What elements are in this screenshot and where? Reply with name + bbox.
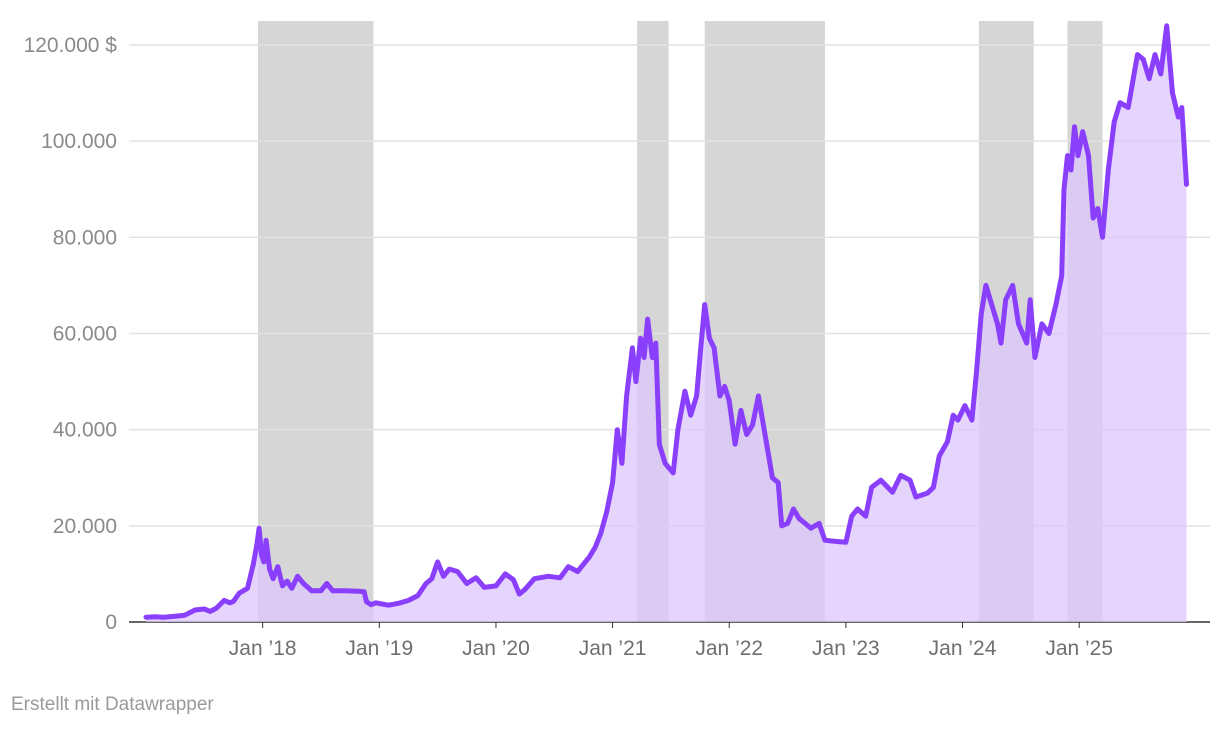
- x-tick-label: Jan ’24: [929, 637, 997, 660]
- x-tick-label: Jan ’21: [579, 637, 647, 660]
- x-tick-label: Jan ’19: [345, 637, 413, 660]
- x-axis: Jan ’18 Jan ’19 Jan ’20 Jan ’21 Jan ’22 Jan ’…: [229, 622, 1113, 660]
- y-axis: 0 20.000 40.000 60.000 80.000 100.000 120.000 …: [24, 34, 118, 634]
- x-tick-label: Jan ’23: [812, 637, 880, 660]
- y-tick-label: 0: [105, 611, 117, 634]
- series-line-1: [143, 23, 1189, 620]
- series-area-1: [146, 25, 1187, 623]
- x-tick-label: Jan ’25: [1045, 637, 1113, 660]
- chart-canvas: Jan ’18 Jan ’19 Jan ’20 Jan ’21 Jan ’22 Jan ’…: [24, 21, 1210, 660]
- y-tick-label: 120.000 $: [24, 34, 118, 57]
- x-tick-label: Jan ’20: [462, 637, 530, 660]
- y-tick-label: 20.000: [53, 515, 117, 538]
- x-tick-label: Jan ’22: [695, 637, 763, 660]
- footer-credit: Erstellt mit Datawrapper: [11, 694, 214, 715]
- y-tick-label: 60.000: [53, 323, 117, 346]
- price-series: [143, 23, 1189, 623]
- x-tick-label: Jan ’18: [229, 637, 297, 660]
- y-tick-label: 80.000: [53, 226, 117, 249]
- y-tick-label: 100.000: [41, 130, 117, 153]
- shaded-band-1: [257, 21, 374, 622]
- y-tick-label: 40.000: [53, 419, 117, 442]
